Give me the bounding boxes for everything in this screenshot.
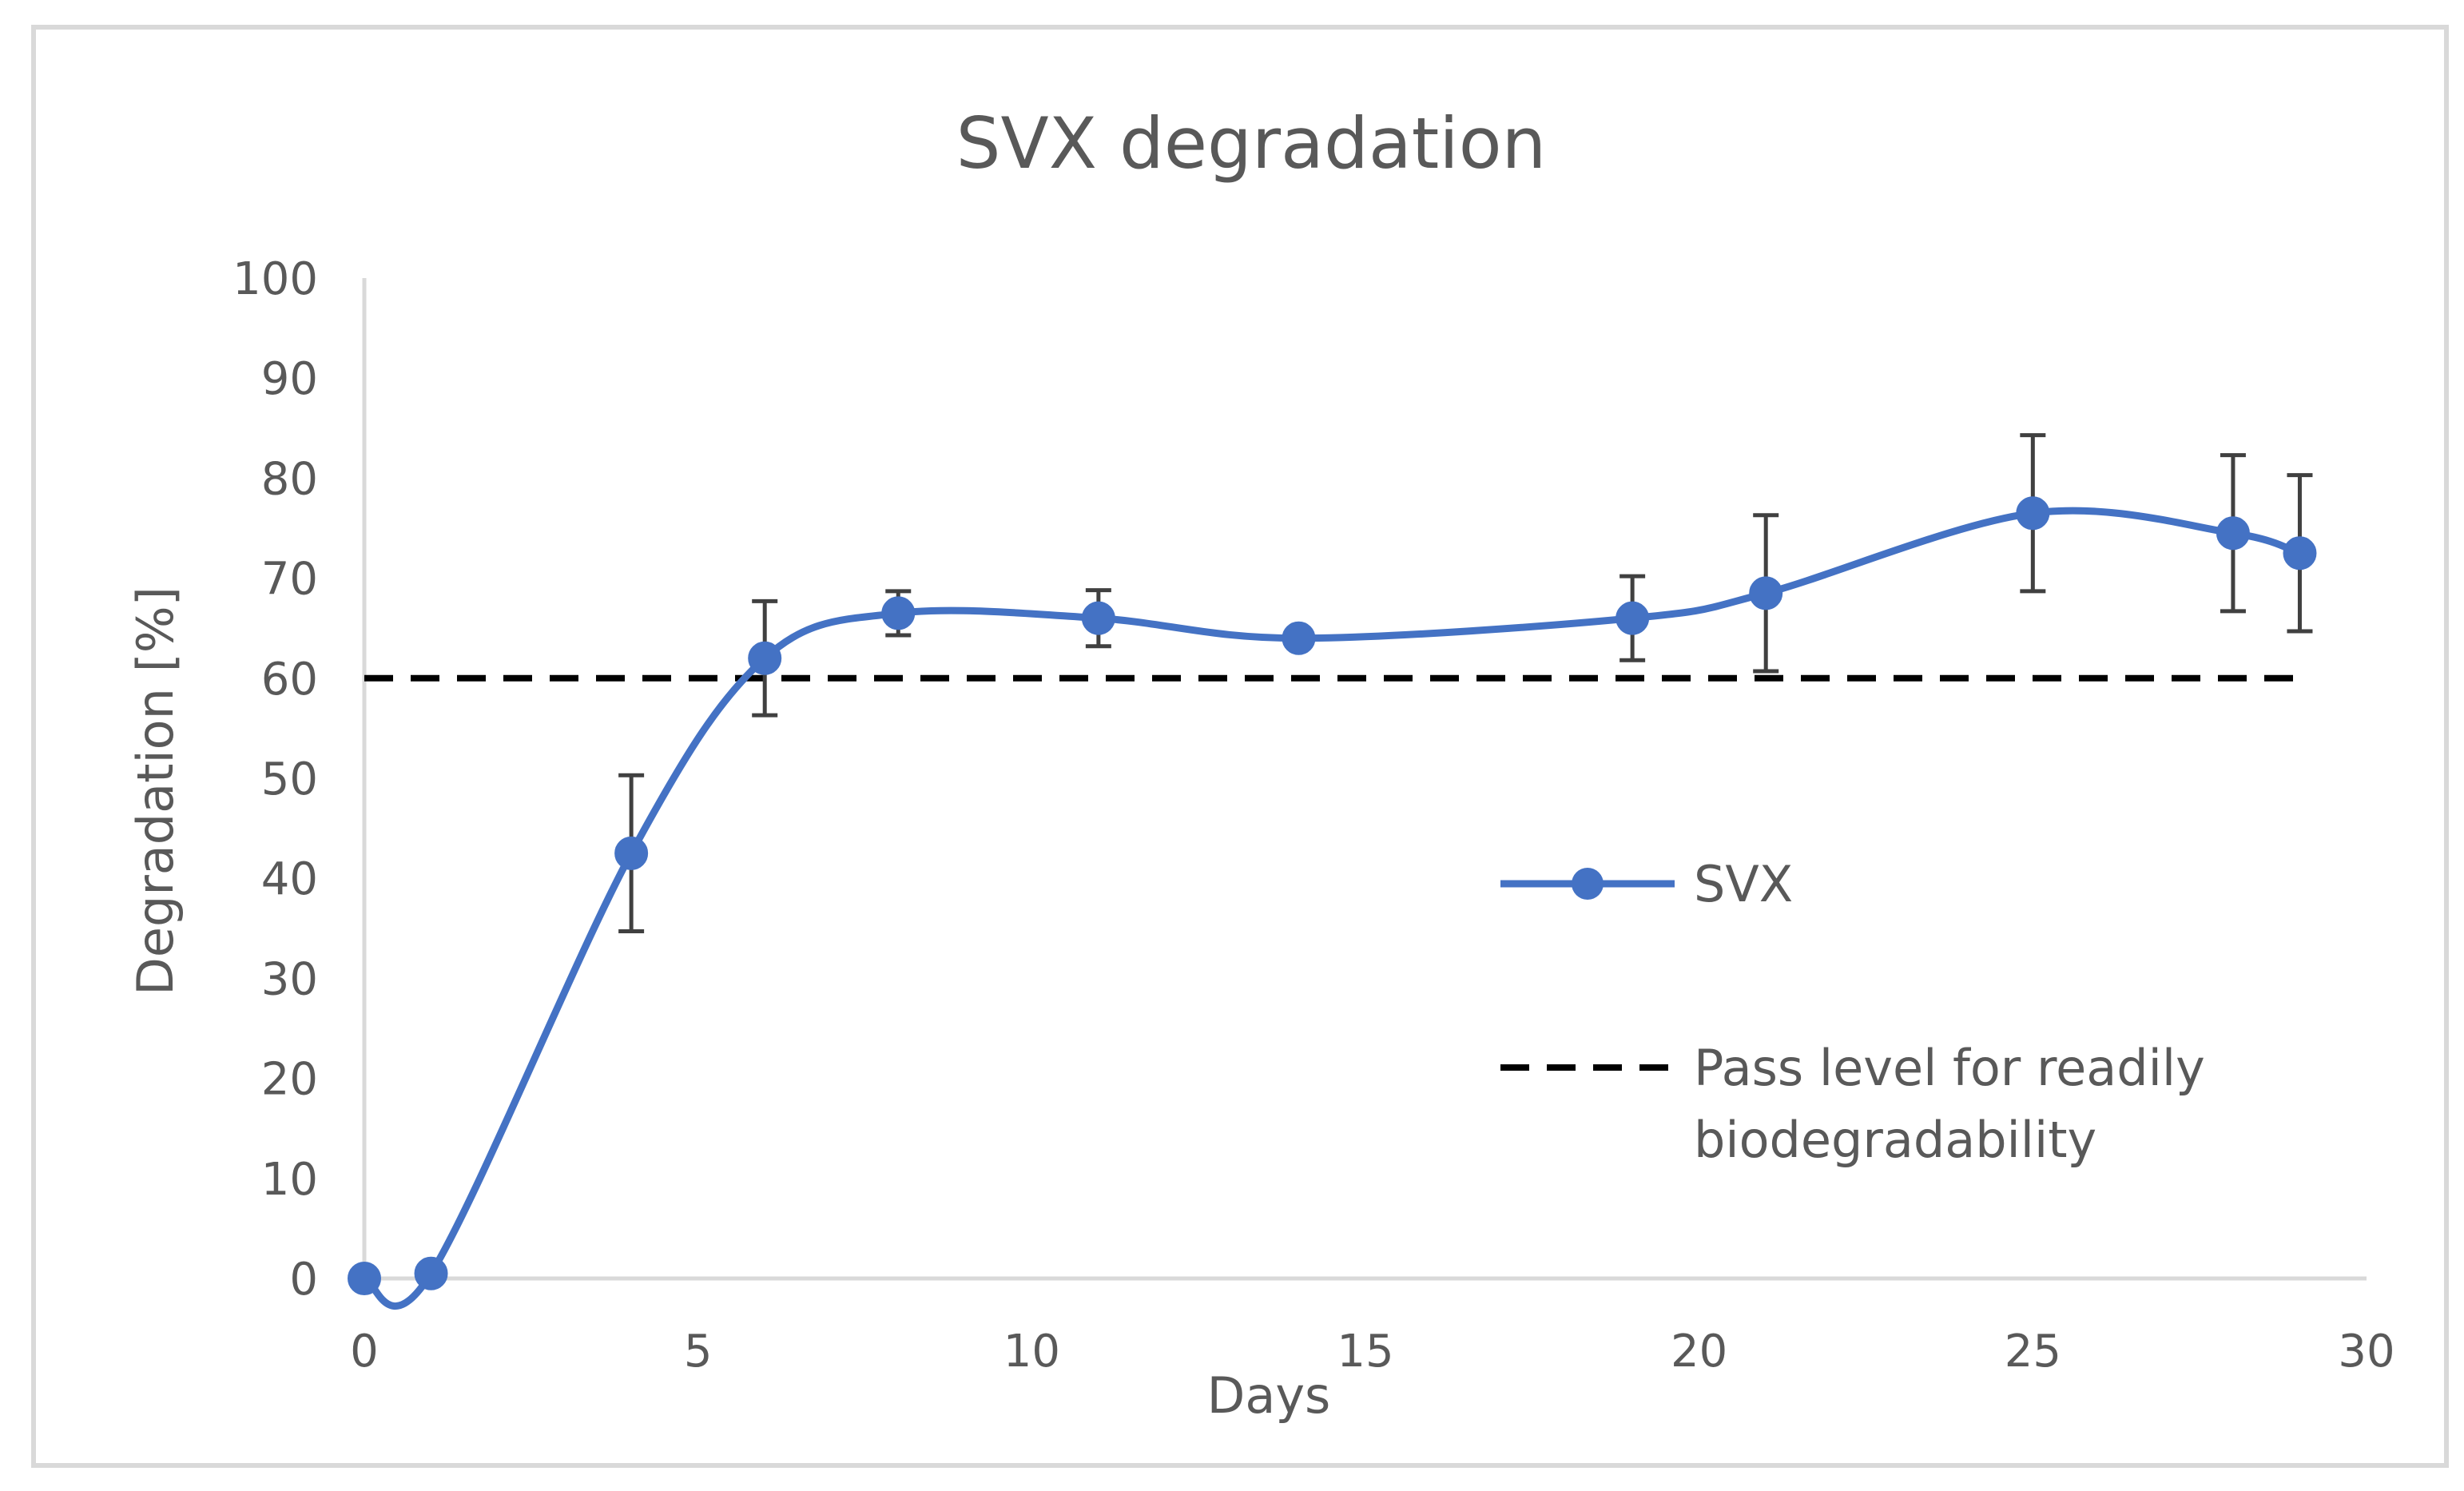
x-tick-label: 30 [2338,1326,2394,1378]
y-tick-label: 60 [261,654,318,706]
x-tick-label: 25 [2005,1326,2061,1378]
svx-data-point [1749,576,1783,610]
series-layer [348,433,2317,1310]
y-tick-label: 30 [261,953,318,1005]
x-tick-label: 15 [1337,1326,1393,1378]
y-tick-label: 90 [261,353,318,405]
x-tick-label: 20 [1671,1326,1727,1378]
y-tick-label: 40 [261,853,318,905]
x-tick-label: 5 [684,1326,713,1378]
svx-data-point [748,641,782,675]
svx-data-point [1282,621,1316,655]
x-tick-label: 0 [350,1326,379,1378]
svx-data-point [1616,601,1650,635]
svx-data-point [614,836,649,870]
svx-series-line [363,507,2301,1310]
y-tick-label: 10 [261,1154,318,1206]
chart-title: SVX degradation [956,102,1547,185]
x-tick-label: 10 [1003,1326,1060,1378]
y-tick-label: 50 [261,753,318,805]
legend-pass-label: Pass level for readily biodegradability [1694,1039,2205,1169]
legend-svx-marker [1572,868,1604,900]
axes-layer: 0 10 20 30 40 50 60 70 80 90 100 0 5 10 15 20 25 30 [232,253,2395,1378]
legend: SVX Pass level for readily biodegradabilit… [1500,855,2205,1169]
svx-data-point [2216,516,2250,551]
svx-data-point [881,596,916,630]
y-tick-label: 0 [289,1254,318,1306]
y-tick-label: 70 [261,554,318,606]
svx-data-point [414,1256,448,1290]
y-tick-label: 20 [261,1054,318,1106]
legend-svx-label: SVX [1694,855,1793,913]
y-tick-label: 80 [261,453,318,505]
legend-pass-label-line: biodegradability [1694,1111,2096,1169]
legend-pass-label-line: Pass level for readily [1694,1039,2205,1097]
chart-border [31,25,2449,1468]
svx-data-point [2016,496,2050,531]
x-axis-title: Days [1207,1366,1331,1425]
svx-data-point [1081,601,1115,635]
y-axis-title: Degradation [%] [126,586,185,996]
svx-data-point [348,1262,381,1295]
svx-data-point [2283,536,2317,571]
y-tick-label: 100 [232,253,318,305]
